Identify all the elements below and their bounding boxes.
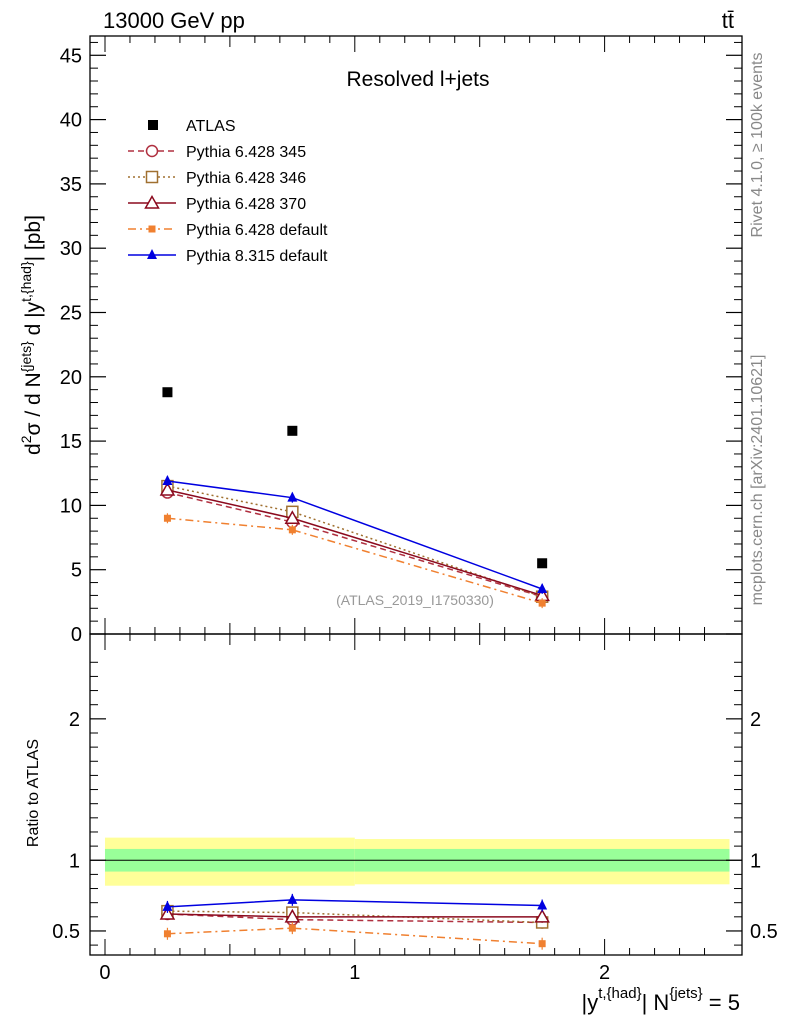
main-title: Resolved l+jets xyxy=(347,68,490,91)
legend-marker xyxy=(145,170,159,184)
legend-label: Pythia 6.428 default xyxy=(186,222,328,239)
main-ytick-label: 10 xyxy=(60,495,82,517)
main-ylabel: d2σ / d N{jets} d |yt,{had}| [pb] xyxy=(18,215,45,455)
ratio-series-line-2 xyxy=(167,913,543,918)
atlas-data-point xyxy=(287,425,298,436)
ratio-axes: 0.5 0.5 1 1 2 2 0 1 2 xyxy=(52,633,778,984)
legend-label: Pythia 8.315 default xyxy=(186,248,328,265)
watermark: (ATLAS_2019_I1750330) xyxy=(336,592,494,608)
main-series-point xyxy=(537,582,548,593)
main-series-point xyxy=(159,481,176,496)
energy-label: 13000 GeV pp xyxy=(103,8,245,33)
main-series-point xyxy=(538,599,546,607)
ratio-series-line-4 xyxy=(167,899,543,908)
ratio-series-group xyxy=(159,893,550,950)
main-series-point xyxy=(287,491,298,502)
ratio-series-point xyxy=(159,905,176,920)
process-label: tt̄ xyxy=(722,8,734,33)
main-ytick-label: 0 xyxy=(71,624,82,646)
ratio-ytick-label-right: 2 xyxy=(750,709,761,731)
legend-label: Pythia 6.428 346 xyxy=(186,170,306,187)
ratio-frame xyxy=(89,633,743,956)
ratio-ytick-label-left: 1 xyxy=(69,850,80,872)
ratio-xtick-label: 1 xyxy=(349,962,360,984)
main-series-line-0 xyxy=(167,491,543,598)
ratio-ytick-label-left: 0.5 xyxy=(52,921,80,943)
main-series-line-4 xyxy=(167,480,543,590)
ratio-bands xyxy=(90,837,742,886)
legend-label-atlas: ATLAS xyxy=(186,118,236,135)
main-ytick-label: 30 xyxy=(60,238,82,260)
main-series-point xyxy=(163,514,171,522)
main-series-point xyxy=(162,474,173,485)
main-panel: Resolved l+jets (ATLAS_2019_I1750330) d2… xyxy=(18,35,743,646)
ratio-ylabel: Ratio to ATLAS xyxy=(25,739,42,847)
ratio-series-point xyxy=(287,893,298,904)
ratio-xtick-label: 0 xyxy=(99,962,110,984)
main-series-point xyxy=(284,510,301,525)
ratio-series-point xyxy=(284,908,301,923)
ratio-series-line-3 xyxy=(167,927,543,945)
atlas-data-point xyxy=(537,558,548,569)
ratio-series-point xyxy=(163,930,171,938)
main-series-group xyxy=(159,474,550,609)
main-ylabel-text: d2σ / d N{jets} d |yt,{had}| [pb] xyxy=(18,215,45,455)
ratio-panel: 0.5 0.5 1 1 2 2 0 1 2 Ratio to ATLAS |yt,{had}| … xyxy=(25,633,778,1015)
main-ytick-label: 25 xyxy=(60,302,82,324)
legend-marker-atlas xyxy=(148,120,158,130)
legend: ATLAS Pythia 6.428 345 Pythia 6.428 346 Pyt… xyxy=(128,118,328,265)
atlas-data-point xyxy=(162,387,173,398)
legend-marker xyxy=(148,225,156,233)
x-axis-label-text: |yt,{had}| N{jets} = 5 xyxy=(581,985,740,1015)
main-ytick-label: 35 xyxy=(60,174,82,196)
ratio-xtick-label: 2 xyxy=(599,962,610,984)
mcplots-label: mcplots.cern.ch [arXiv:2401.10621] xyxy=(749,355,766,606)
ratio-series-point xyxy=(537,899,548,910)
ratio-ytick-label-right: 0.5 xyxy=(750,921,778,943)
ratio-ytick-label-left: 2 xyxy=(69,709,80,731)
ratio-series-line-1 xyxy=(167,910,543,924)
main-ytick-label: 5 xyxy=(71,560,82,582)
main-series-point xyxy=(288,526,296,534)
main-series-line-3 xyxy=(167,517,543,604)
ratio-ytick-label-right: 1 xyxy=(750,850,761,872)
main-ytick-label: 45 xyxy=(60,45,82,67)
legend-marker xyxy=(145,144,159,158)
rivet-label: Rivet 4.1.0, ≥ 100k events xyxy=(749,53,766,238)
ratio-series-point xyxy=(538,940,546,948)
ratio-series-point xyxy=(534,908,550,923)
legend-label: Pythia 6.428 345 xyxy=(186,144,306,161)
legend-marker xyxy=(147,249,157,259)
main-ytick-label: 15 xyxy=(60,431,82,453)
x-axis-label: |yt,{had}| N{jets} = 5 xyxy=(581,985,740,1015)
ratio-series-point xyxy=(162,900,173,911)
main-data-group xyxy=(162,387,548,569)
main-ytick-label: 20 xyxy=(60,367,82,389)
legend-marker xyxy=(144,194,160,209)
main-ytick-label: 40 xyxy=(60,110,82,132)
ratio-series-point xyxy=(288,924,296,932)
legend-label: Pythia 6.428 370 xyxy=(186,196,306,213)
